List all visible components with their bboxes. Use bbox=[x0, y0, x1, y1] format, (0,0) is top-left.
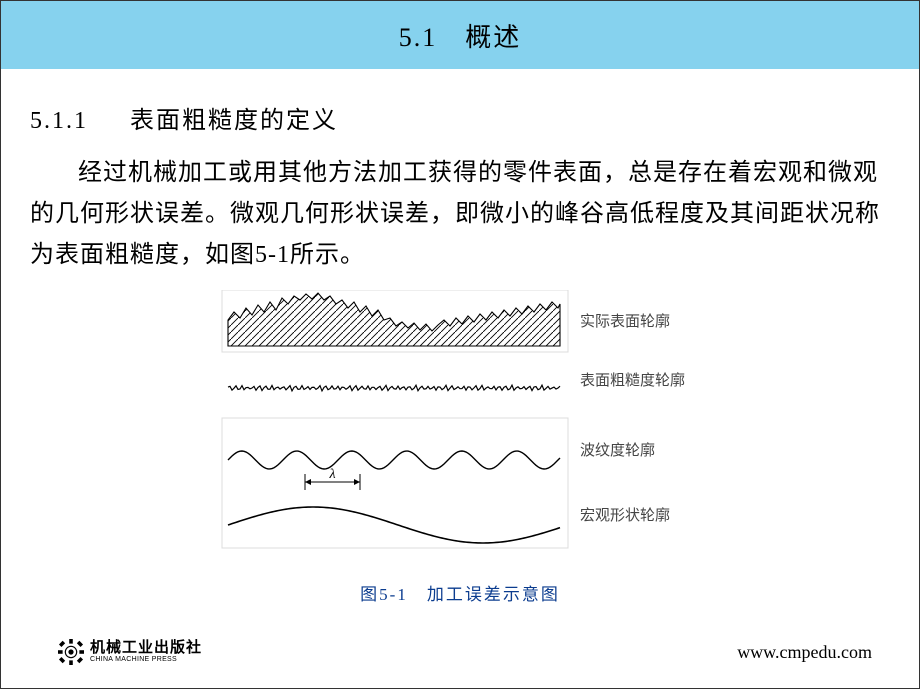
body-paragraph: 经过机械加工或用其他方法加工获得的零件表面，总是存在着宏观和微观的几何形状误差。… bbox=[30, 153, 890, 275]
footer-url: www.cmpedu.com bbox=[737, 642, 872, 663]
figure-caption: 图5-1 加工误差示意图 bbox=[0, 580, 920, 605]
section-heading-text: 表面粗糙度的定义 bbox=[130, 108, 338, 134]
publisher-cn: 机械工业出版社 bbox=[90, 640, 202, 656]
figure-5-1: λ 实际表面轮廓表面粗糙度轮廓波纹度轮廓宏观形状轮廓 bbox=[210, 290, 710, 570]
gear-icon bbox=[58, 639, 84, 665]
publisher-en: CHINA MACHINE PRESS bbox=[90, 656, 202, 663]
svg-text:宏观形状轮廓: 宏观形状轮廓 bbox=[580, 507, 670, 524]
page-title: 5.1 概述 bbox=[399, 17, 522, 54]
svg-text:λ: λ bbox=[328, 467, 335, 482]
section-number: 5.1.1 bbox=[30, 108, 88, 134]
content-area: 5.1.1 表面粗糙度的定义 经过机械加工或用其他方法加工获得的零件表面，总是存… bbox=[30, 100, 890, 275]
publisher-logo: 机械工业出版社 CHINA MACHINE PRESS bbox=[58, 639, 202, 665]
figure-svg: λ 实际表面轮廓表面粗糙度轮廓波纹度轮廓宏观形状轮廓 bbox=[210, 290, 710, 570]
svg-text:波纹度轮廓: 波纹度轮廓 bbox=[580, 442, 655, 459]
svg-text:实际表面轮廓: 实际表面轮廓 bbox=[580, 313, 670, 330]
publisher-text: 机械工业出版社 CHINA MACHINE PRESS bbox=[90, 640, 202, 663]
svg-text:表面粗糙度轮廓: 表面粗糙度轮廓 bbox=[580, 372, 685, 389]
section-heading: 5.1.1 表面粗糙度的定义 bbox=[30, 100, 890, 135]
title-band: 5.1 概述 bbox=[1, 1, 919, 69]
